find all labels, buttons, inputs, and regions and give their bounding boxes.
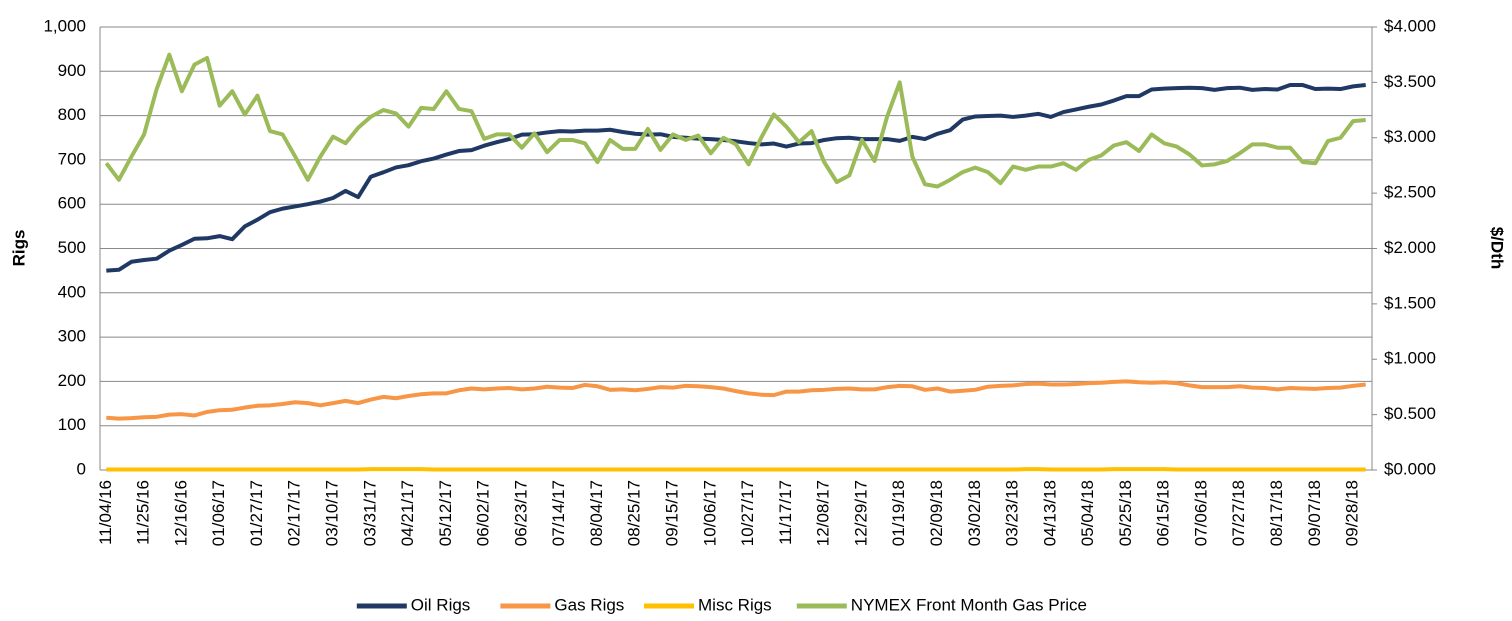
x-tick-label: 06/02/17 (474, 480, 493, 546)
x-tick-label: 05/04/18 (1078, 480, 1097, 546)
x-tick-label: 12/29/17 (851, 480, 870, 546)
x-tick-label: 09/28/18 (1343, 480, 1362, 546)
y-axis-label: Rigs (9, 230, 28, 267)
x-tick-label: 03/02/18 (965, 480, 984, 546)
y2-tick-label: $1.500 (1384, 293, 1436, 312)
x-tick-label: 04/13/18 (1040, 480, 1059, 546)
x-tick-label: 07/14/17 (549, 480, 568, 546)
y2-tick-label: $1.000 (1384, 349, 1436, 368)
x-tick-label: 05/12/17 (436, 480, 455, 546)
y-tick-label: 1,000 (43, 16, 86, 35)
x-tick-label: 03/23/18 (1003, 480, 1022, 546)
y2-tick-label: $2.500 (1384, 183, 1436, 202)
legend-label: NYMEX Front Month Gas Price (851, 595, 1087, 614)
x-tick-label: 07/06/18 (1191, 480, 1210, 546)
x-tick-label: 01/27/17 (247, 480, 266, 546)
y2-tick-label: $3.500 (1384, 72, 1436, 91)
x-tick-label: 12/16/16 (171, 480, 190, 546)
x-tick-label: 03/31/17 (360, 480, 379, 546)
x-tick-label: 02/17/17 (285, 480, 304, 546)
x-tick-label: 10/27/17 (738, 480, 757, 546)
x-tick-label: 05/25/18 (1116, 480, 1135, 546)
y-tick-label: 400 (58, 282, 86, 301)
y2-tick-label: $3.000 (1384, 127, 1436, 146)
x-tick-label: 03/10/17 (322, 480, 341, 546)
series-line (106, 83, 1366, 273)
x-tick-label: 12/08/17 (814, 480, 833, 546)
y-tick-label: 100 (58, 415, 86, 434)
x-tick-label: 08/04/17 (587, 480, 606, 546)
y2-tick-label: $2.000 (1384, 238, 1436, 257)
x-tick-label: 01/19/18 (889, 480, 908, 546)
x-tick-label: 11/17/17 (776, 480, 795, 545)
x-tick-label: 01/06/17 (209, 480, 228, 546)
y-tick-label: 0 (77, 459, 86, 478)
legend-label: Gas Rigs (554, 595, 624, 614)
x-tick-label: 06/23/17 (511, 480, 530, 546)
x-tick-label: 09/07/18 (1305, 480, 1324, 546)
x-tick-label: 08/25/17 (625, 480, 644, 546)
legend-label: Misc Rigs (698, 595, 772, 614)
y-tick-label: 300 (58, 327, 86, 346)
x-tick-label: 09/15/17 (663, 480, 682, 546)
y-tick-label: 600 (58, 194, 86, 213)
x-tick-label: 07/27/18 (1229, 480, 1248, 546)
series-line (104, 52, 1366, 189)
y-tick-label: 700 (58, 149, 86, 168)
y2-tick-label: $0.000 (1384, 459, 1436, 478)
y-tick-label: 500 (58, 238, 86, 257)
x-tick-label: 04/21/17 (398, 480, 417, 546)
y-tick-label: 800 (58, 105, 86, 124)
series-line (106, 379, 1366, 421)
y2-axis-label: $/Dth (1488, 227, 1507, 270)
x-tick-label: 02/09/18 (927, 480, 946, 546)
x-tick-label: 11/04/16 (96, 480, 115, 545)
y-tick-label: 200 (58, 371, 86, 390)
y2-tick-label: $4.000 (1384, 16, 1436, 35)
y2-tick-label: $0.500 (1384, 404, 1436, 423)
x-tick-label: 10/06/17 (700, 480, 719, 546)
x-tick-label: 11/25/16 (134, 480, 153, 545)
legend-label: Oil Rigs (411, 595, 471, 614)
x-tick-label: 08/17/18 (1267, 480, 1286, 546)
x-tick-label: 06/15/18 (1154, 480, 1173, 546)
y-tick-label: 900 (58, 61, 86, 80)
